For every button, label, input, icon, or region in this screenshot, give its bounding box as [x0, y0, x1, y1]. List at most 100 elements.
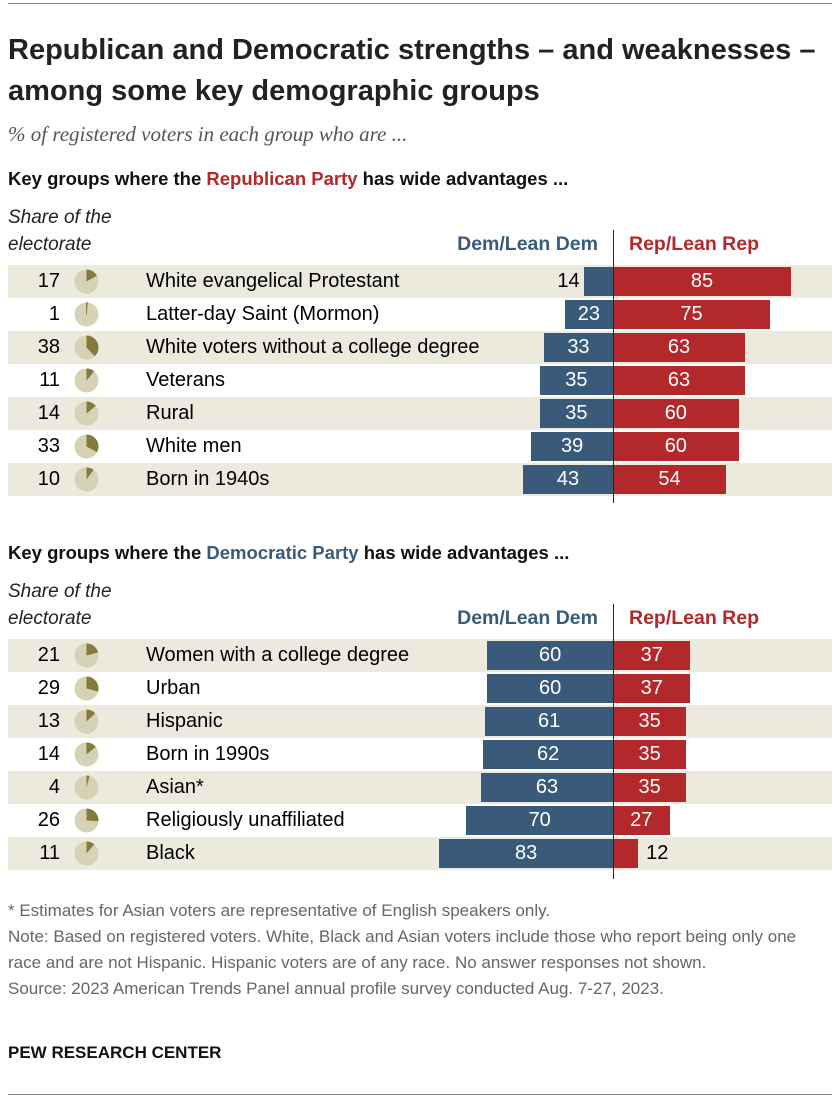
rep-value-label: 85 — [690, 270, 714, 292]
table-row: 10 Born in 1940s 43 54 — [8, 463, 832, 496]
dem-bar — [522, 465, 613, 494]
chart-subtitle: % of registered voters in each group who… — [8, 122, 408, 146]
rep-column-header: Rep/Lean Rep — [629, 607, 760, 629]
dem-bar — [483, 740, 613, 769]
share-pie-icon — [74, 676, 99, 701]
pie-slice — [86, 808, 99, 822]
rep-bar — [613, 432, 739, 461]
pie-slice — [86, 467, 94, 480]
dem-bar — [531, 432, 613, 461]
dem-value-label: 61 — [538, 710, 561, 732]
source-note: Source: 2023 American Trends Panel annua… — [8, 979, 664, 998]
asian-footnote: * Estimates for Asian voters are represe… — [8, 901, 551, 920]
share-pie-icon — [74, 302, 99, 327]
dem-column-header: Dem/Lean Dem — [457, 233, 598, 255]
dem-value-label: 43 — [556, 468, 580, 490]
share-value: 1 — [48, 303, 60, 325]
share-value: 38 — [37, 336, 60, 358]
table-row: 11 Black 83 12 — [8, 837, 832, 870]
rep-value-label: 63 — [667, 336, 691, 358]
dem-bar — [439, 839, 613, 868]
rep-value-label: 35 — [638, 776, 661, 798]
rep-value-label: 54 — [658, 468, 681, 490]
dem-value-label: 62 — [536, 743, 560, 765]
rep-value-label: 63 — [667, 369, 691, 391]
dem-bar — [543, 333, 613, 362]
dem-value-label: 23 — [577, 303, 601, 325]
table-row: 26 Religiously unaffiliated 70 27 — [8, 804, 832, 837]
share-value: 26 — [37, 809, 60, 831]
dem-value-label: 35 — [565, 369, 588, 391]
dem-bar — [481, 773, 613, 802]
dem-value-label: 33 — [567, 336, 590, 358]
group-label: White men — [146, 435, 242, 457]
pew-logo-text: PEW RESEARCH CENTER — [8, 1043, 222, 1062]
share-value: 14 — [37, 743, 60, 765]
share-pie-icon — [74, 434, 99, 459]
pie-slice — [86, 709, 96, 722]
dem-value-label: 83 — [514, 842, 538, 864]
methodology-note: Note: Based on registered voters. White,… — [8, 927, 797, 972]
pie-slice — [86, 841, 95, 854]
pie-slice — [86, 643, 99, 656]
rep-bar — [613, 267, 791, 296]
dem-bar — [539, 399, 613, 428]
table-row: 14 Born in 1990s 62 35 — [8, 738, 832, 771]
dem-value-label: 14 — [557, 270, 580, 292]
share-pie-icon — [74, 775, 99, 800]
pie-slice — [86, 742, 96, 755]
group-label: Urban — [146, 677, 201, 699]
rep-value-label: 35 — [638, 710, 661, 732]
rep-value-label: 60 — [664, 435, 687, 457]
share-pie-icon — [74, 841, 99, 866]
table-row: 38 White voters without a college degree 3… — [8, 331, 832, 364]
share-pie-icon — [74, 709, 99, 734]
bottom-rule — [8, 1094, 832, 1095]
dem-bar — [487, 674, 613, 703]
share-pie-icon — [74, 335, 99, 360]
group-label: Hispanic — [146, 710, 223, 732]
table-row: 4 Asian* 63 35 — [8, 771, 832, 804]
share-value: 33 — [37, 435, 60, 457]
table-row: 13 Hispanic 61 35 — [8, 705, 832, 738]
table-row: 11 Veterans 35 63 — [8, 364, 832, 397]
share-pie-icon — [74, 368, 99, 393]
share-column-label: Share of the electorate — [8, 581, 112, 629]
share-pie-icon — [74, 808, 99, 833]
share-pie-icon — [74, 269, 99, 294]
dem-bar — [583, 267, 613, 296]
group-label: Born in 1990s — [146, 743, 270, 765]
rep-value-label: 35 — [638, 743, 661, 765]
rep-bar — [613, 740, 687, 769]
pie-slice — [86, 434, 99, 453]
group-label: Latter-day Saint (Mormon) — [146, 303, 380, 325]
share-value: 14 — [37, 402, 60, 424]
share-pie-icon — [74, 401, 99, 426]
dem-value-label: 60 — [539, 644, 562, 666]
table-row: 21 Women with a college degree 60 37 — [8, 639, 832, 672]
zero-axis — [613, 230, 614, 503]
heading-text: Key groups where the — [8, 168, 207, 189]
dem-column-header: Dem/Lean Dem — [457, 607, 598, 629]
rep-bar — [613, 465, 727, 494]
group-label: White voters without a college degree — [146, 336, 480, 358]
share-value: 11 — [39, 842, 60, 864]
group-label: Born in 1940s — [146, 468, 270, 490]
dem-value-label: 63 — [535, 776, 559, 798]
rep-value-label: 37 — [640, 677, 663, 699]
share-value: 13 — [37, 710, 60, 732]
heading-text: has wide advantages ... — [358, 542, 570, 563]
dem-bar — [466, 806, 613, 835]
rep-bar — [613, 641, 691, 670]
dem-value-label: 35 — [565, 402, 588, 424]
share-value: 29 — [37, 677, 60, 699]
dem-bar — [487, 641, 613, 670]
rep-bar — [613, 300, 771, 329]
group-label: Asian* — [146, 776, 204, 798]
group-label: White evangelical Protestant — [146, 270, 400, 292]
dem-bar — [485, 707, 613, 736]
share-value: 4 — [48, 776, 60, 798]
share-pie-icon — [74, 742, 99, 767]
rep-bar — [613, 839, 639, 868]
rep-value-label: 75 — [680, 303, 703, 325]
